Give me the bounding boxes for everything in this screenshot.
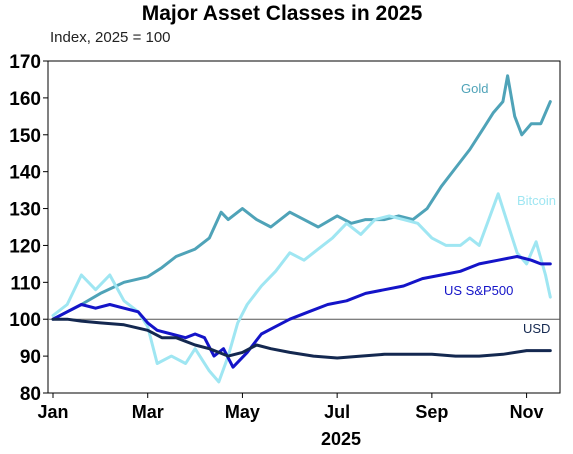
series-labels: Gold Bitcoin US S&P500 USD [444,81,556,336]
x-tick-label: May [225,402,260,422]
series-line-bitcoin [51,192,552,384]
y-tick-label: 150 [9,126,41,147]
x-axis: Jan Mar May Jul Sep Nov [37,393,544,422]
y-tick-label: 170 [9,52,41,73]
y-tick-label: 80 [20,384,41,405]
x-tick-label: Mar [132,402,164,422]
x-tick-label: Nov [510,402,544,422]
series-line-us-s-p500 [51,255,552,369]
x-tick-label: Sep [415,402,448,422]
y-tick-label: 90 [20,347,41,368]
x-axis-label: 2025 [321,429,361,449]
y-axis: 80 90 100 110 120 130 140 150 160 170 [9,52,48,405]
series-label-bitcoin: Bitcoin [517,193,556,208]
y-tick-label: 120 [9,236,41,257]
series-line-usd [51,317,552,360]
y-tick-label: 100 [9,310,41,331]
series-label-usd: USD [523,321,550,336]
chart-subtitle: Index, 2025 = 100 [50,29,171,46]
x-tick-label: Jan [37,402,68,422]
series-label-sp500: US S&P500 [444,283,513,298]
x-tick-label: Jul [324,402,350,422]
y-tick-label: 160 [9,89,41,110]
series-label-gold: Gold [461,81,488,96]
y-tick-label: 130 [9,200,41,221]
y-tick-label: 140 [9,163,41,184]
series-lines [51,74,552,384]
plot-frame [47,60,561,394]
chart-title: Major Asset Classes in 2025 [142,2,423,25]
y-tick-label: 110 [10,273,41,294]
series-line-gold [51,74,552,321]
